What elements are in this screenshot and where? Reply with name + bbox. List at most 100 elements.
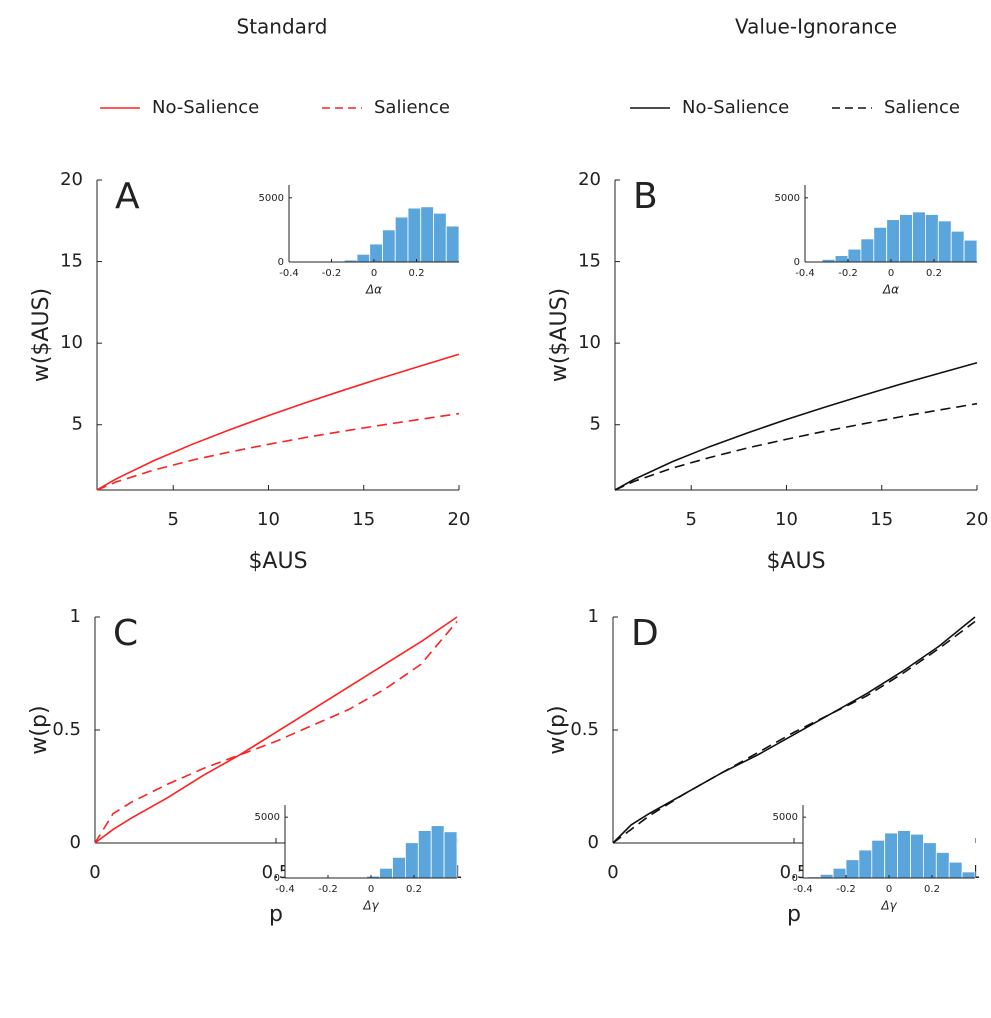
y-tick-label: 0.5 (52, 719, 81, 740)
histogram-bar (434, 213, 447, 262)
y-axis-label: w(p) (545, 705, 570, 754)
y-axis-label: w($AUS) (29, 288, 54, 382)
x-tick-label: 5 (685, 509, 696, 530)
histogram-bar (951, 231, 964, 262)
histogram-bar (820, 874, 833, 878)
x-axis-label: p (269, 902, 283, 927)
column-title: Standard (237, 15, 328, 39)
histogram-bar (848, 249, 861, 262)
histogram-bar (431, 826, 444, 878)
histogram-bar (833, 868, 846, 878)
legend-label: No-Salience (682, 97, 789, 118)
x-tick-label: 20 (966, 509, 989, 530)
x-tick-label: -0.4 (793, 884, 813, 895)
histogram-bar (861, 239, 874, 262)
histogram-bar (962, 872, 975, 878)
x-tick-label: 0 (89, 862, 100, 883)
x-tick-label: -0.2 (322, 268, 342, 279)
x-tick-label: -0.4 (795, 268, 815, 279)
x-tick-label: 0 (371, 268, 377, 279)
y-tick-label: 0 (588, 832, 599, 853)
y-tick-label: 0 (792, 873, 798, 884)
histogram-bar (446, 226, 459, 262)
histogram-bar (405, 843, 418, 878)
x-tick-label: 0 (607, 862, 618, 883)
legend-label: Salience (884, 97, 960, 118)
x-tick-label: 0.2 (924, 884, 940, 895)
y-tick-label: 5000 (775, 193, 800, 204)
inset-x-label: Δγ (880, 899, 897, 913)
inset-x-label: Δα (882, 283, 899, 297)
histogram-bar (936, 852, 949, 878)
histogram-bar (913, 212, 926, 262)
x-tick-label: 0.2 (406, 884, 422, 895)
histogram-bar (421, 207, 434, 262)
histogram-bar (418, 831, 431, 878)
x-tick-label: -0.4 (275, 884, 295, 895)
histogram-bar (872, 840, 885, 878)
histogram-bar (380, 868, 393, 878)
x-tick-label: -0.2 (836, 884, 856, 895)
x-tick-label: -0.2 (838, 268, 858, 279)
y-tick-label: 1 (70, 606, 81, 627)
y-tick-label: 0 (278, 257, 284, 268)
y-tick-label: 5 (590, 414, 601, 435)
x-tick-label: -0.4 (279, 268, 299, 279)
histogram-bar (923, 843, 936, 878)
y-tick-label: 5000 (259, 193, 284, 204)
series-line (97, 414, 459, 490)
histogram-bar (949, 862, 962, 878)
y-tick-label: 0 (70, 832, 81, 853)
panel-label: A (115, 176, 140, 217)
histogram-bar (938, 221, 951, 262)
x-tick-label: 10 (775, 509, 798, 530)
y-axis-label: w(p) (27, 705, 52, 754)
histogram-bar (900, 215, 913, 262)
inset-x-label: Δγ (362, 899, 379, 913)
y-tick-label: 10 (60, 332, 83, 353)
inset-x-label: Δα (365, 283, 382, 297)
y-tick-label: 5 (72, 414, 83, 435)
histogram-bar (357, 254, 370, 262)
x-tick-label: 0 (888, 268, 894, 279)
histogram-bar (395, 217, 408, 262)
y-tick-label: 1 (588, 606, 599, 627)
x-tick-label: 20 (448, 509, 471, 530)
histogram-bar (859, 850, 872, 878)
y-tick-label: 5000 (773, 812, 798, 823)
histogram-bar (898, 831, 911, 878)
series-line (615, 363, 977, 490)
panel-label: D (631, 613, 659, 654)
x-tick-label: 15 (870, 509, 893, 530)
x-tick-label: -0.2 (318, 884, 338, 895)
histogram-bar (964, 240, 977, 262)
x-tick-label: 0.2 (926, 268, 942, 279)
x-tick-label: 0.2 (409, 268, 425, 279)
x-tick-label: 10 (257, 509, 280, 530)
y-axis-label: w($AUS) (547, 288, 572, 382)
y-tick-label: 10 (578, 332, 601, 353)
legend-label: Salience (374, 97, 450, 118)
y-tick-label: 20 (60, 169, 83, 190)
panel-label: B (633, 176, 658, 217)
histogram-bar (383, 230, 396, 262)
histogram-bar (887, 220, 900, 262)
y-tick-label: 5000 (255, 812, 280, 823)
y-tick-label: 15 (60, 251, 83, 272)
x-tick-label: 0 (886, 884, 892, 895)
legend-label: No-Salience (152, 97, 259, 118)
histogram-bar (846, 860, 859, 878)
y-tick-label: 15 (578, 251, 601, 272)
histogram-bar (408, 208, 421, 262)
x-axis-label: $AUS (248, 549, 307, 574)
panel-label: C (113, 613, 138, 654)
x-tick-label: 5 (167, 509, 178, 530)
histogram-bar (444, 832, 457, 878)
x-tick-label: 0 (368, 884, 374, 895)
column-title: Value-Ignorance (735, 15, 897, 39)
histogram-bar (885, 833, 898, 878)
histogram-bar (911, 834, 924, 878)
y-tick-label: 0 (274, 873, 280, 884)
x-tick-label: 15 (352, 509, 375, 530)
x-axis-label: $AUS (766, 549, 825, 574)
